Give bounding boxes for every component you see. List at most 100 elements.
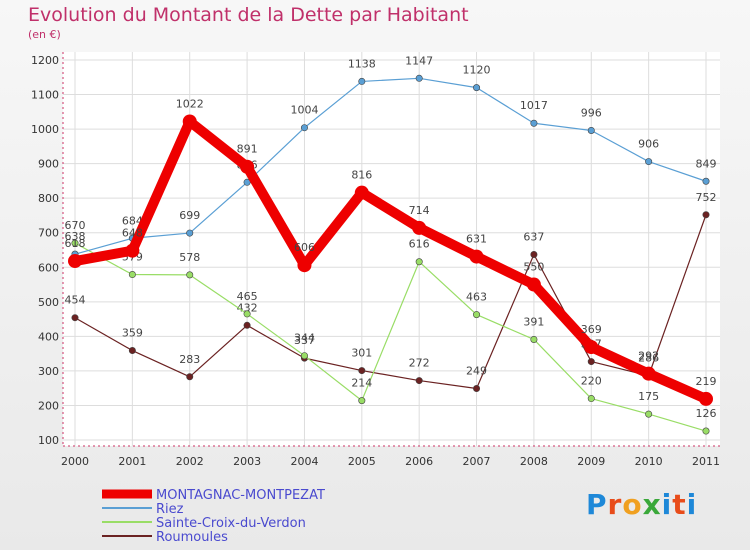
x-tick-label: 2007 xyxy=(463,455,491,468)
y-tick-label: 800 xyxy=(38,192,59,205)
data-label: 1138 xyxy=(348,57,376,70)
data-point xyxy=(469,249,484,264)
data-label: 752 xyxy=(696,191,717,204)
data-point xyxy=(526,277,541,292)
data-label: 359 xyxy=(122,327,143,340)
y-tick-label: 600 xyxy=(38,261,59,274)
data-point xyxy=(473,385,481,393)
data-point xyxy=(186,373,194,381)
data-point xyxy=(530,119,538,127)
data-label: 996 xyxy=(581,106,602,119)
data-label: 126 xyxy=(696,407,717,420)
data-point xyxy=(358,77,366,85)
data-point xyxy=(702,427,710,435)
data-label: 849 xyxy=(696,157,717,170)
data-label: 391 xyxy=(523,315,544,328)
data-point xyxy=(68,254,82,269)
data-label: 301 xyxy=(351,347,372,360)
data-label: 344 xyxy=(294,332,315,345)
y-tick-label: 300 xyxy=(38,365,59,378)
series-line xyxy=(70,116,711,404)
data-point xyxy=(297,258,312,273)
data-label: 465 xyxy=(237,290,258,303)
data-label: 631 xyxy=(466,233,487,246)
data-point xyxy=(300,352,308,360)
data-label: 454 xyxy=(65,294,86,307)
proxiti-logo: Proxiti xyxy=(586,488,698,521)
data-point xyxy=(473,84,481,92)
y-tick-label: 100 xyxy=(38,434,59,447)
data-label: 606 xyxy=(294,241,315,254)
data-point xyxy=(128,347,136,355)
x-tick-label: 2005 xyxy=(348,455,376,468)
y-tick-label: 400 xyxy=(38,330,59,343)
data-label: 1147 xyxy=(405,54,433,67)
data-point xyxy=(702,177,710,185)
data-label: 1004 xyxy=(290,104,318,117)
x-tick-label: 2003 xyxy=(233,455,261,468)
data-point xyxy=(243,178,251,186)
data-point xyxy=(641,366,656,381)
data-point xyxy=(530,335,538,343)
x-tick-label: 2000 xyxy=(61,455,89,468)
data-label: 616 xyxy=(409,238,430,251)
y-tick-label: 200 xyxy=(38,399,59,412)
data-point xyxy=(702,211,710,219)
data-point xyxy=(645,410,653,418)
data-point xyxy=(71,314,79,322)
data-point xyxy=(412,220,427,235)
data-label: 1017 xyxy=(520,99,548,112)
data-label: 292 xyxy=(638,350,659,363)
x-tick-label: 2006 xyxy=(405,455,433,468)
x-tick-label: 2004 xyxy=(290,455,318,468)
data-label: 550 xyxy=(523,261,544,274)
data-label: 816 xyxy=(351,169,372,182)
data-label: 618 xyxy=(65,237,86,250)
x-tick-label: 2001 xyxy=(118,455,146,468)
data-point xyxy=(125,243,140,258)
chart-subtitle: (en €) xyxy=(28,28,61,41)
data-label: 175 xyxy=(638,390,659,403)
data-point xyxy=(300,124,308,132)
y-tick-label: 700 xyxy=(38,227,59,240)
data-label: 220 xyxy=(581,375,602,388)
legend-label: Roumoules xyxy=(156,530,228,545)
y-tick-label: 1100 xyxy=(31,89,59,102)
data-label: 337 xyxy=(294,334,315,347)
data-point xyxy=(415,377,423,385)
data-point xyxy=(584,340,599,355)
data-point xyxy=(699,391,713,406)
data-label: 286 xyxy=(638,352,659,365)
data-label: 463 xyxy=(466,291,487,304)
data-label: 891 xyxy=(237,143,258,156)
data-point xyxy=(645,158,653,166)
data-point xyxy=(182,114,197,129)
series-line xyxy=(74,77,707,255)
plot-area xyxy=(63,52,720,446)
y-tick-label: 1000 xyxy=(31,123,59,136)
series-line xyxy=(74,214,707,390)
data-label: 214 xyxy=(351,377,372,390)
data-label: 637 xyxy=(523,230,544,243)
data-label: 369 xyxy=(581,323,602,336)
data-point xyxy=(473,311,481,319)
data-label: 249 xyxy=(466,365,487,378)
y-tick-label: 1200 xyxy=(31,54,59,67)
data-label: 283 xyxy=(179,353,200,366)
data-label: 219 xyxy=(696,375,717,388)
data-label: 684 xyxy=(122,214,143,227)
data-label: 1120 xyxy=(463,64,491,77)
data-label: 272 xyxy=(409,357,430,370)
data-point xyxy=(587,358,595,366)
chart-title: Evolution du Montant de la Dette par Hab… xyxy=(28,4,469,26)
x-tick-label: 2009 xyxy=(577,455,605,468)
data-point xyxy=(415,74,423,82)
data-label: 648 xyxy=(122,227,143,240)
x-tick-label: 2010 xyxy=(635,455,663,468)
data-point xyxy=(186,229,194,237)
data-point xyxy=(128,271,136,279)
legend-label: Riez xyxy=(156,502,184,517)
data-label: 638 xyxy=(65,230,86,243)
